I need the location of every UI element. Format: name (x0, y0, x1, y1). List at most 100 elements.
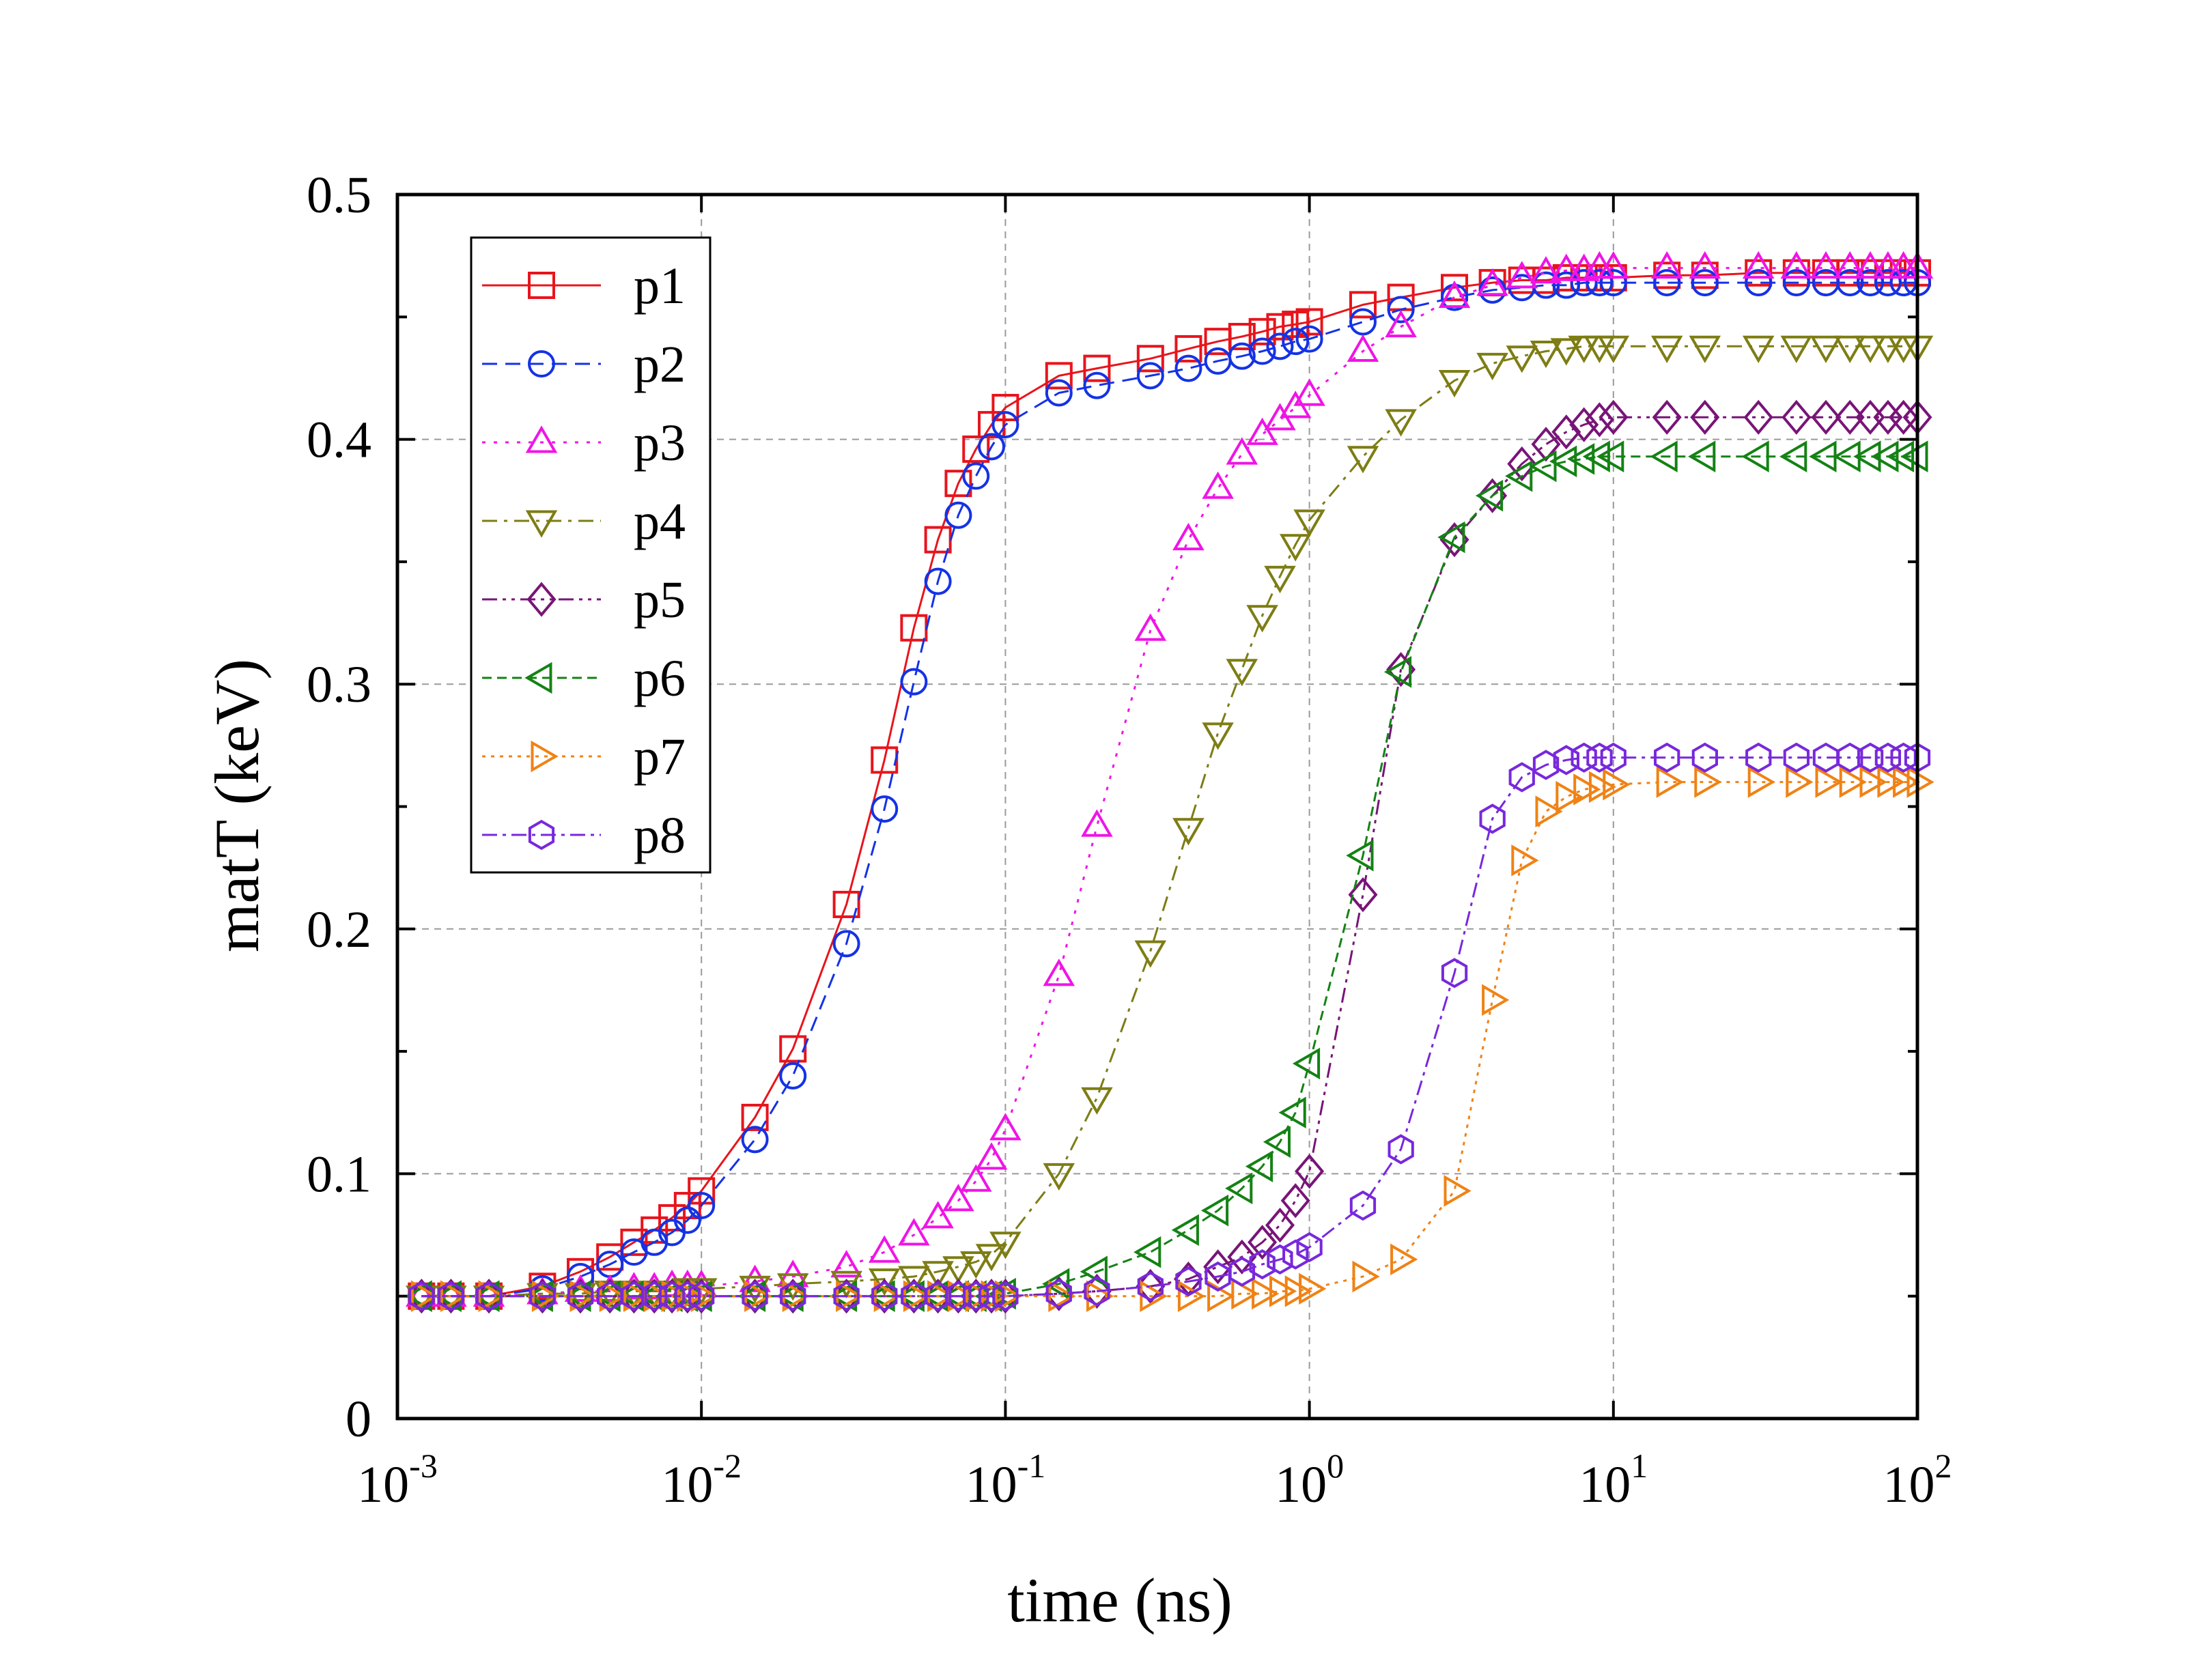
x-tick-label: 10-1 (966, 1447, 1046, 1513)
data-point-p8 (978, 1281, 1005, 1311)
data-point-p1 (1174, 334, 1202, 362)
data-point-p4 (1833, 335, 1866, 363)
legend-marker-p5 (526, 582, 557, 617)
data-point-p2 (673, 1206, 701, 1234)
data-point-p4 (1043, 1163, 1075, 1191)
data-point-p1 (978, 411, 1006, 439)
data-point-p8 (1745, 742, 1772, 773)
data-point-p7 (1877, 766, 1905, 798)
data-point-p7 (1048, 1280, 1076, 1312)
data-point-p1 (673, 1192, 701, 1220)
data-point-p1 (1282, 311, 1310, 339)
data-point-p4 (1476, 352, 1508, 381)
data-point-p4 (942, 1256, 974, 1284)
data-point-p8 (742, 1281, 768, 1311)
data-point-p1 (1083, 354, 1111, 382)
data-point-p7 (1603, 768, 1631, 801)
legend-box (470, 236, 712, 874)
legend-label-p6: p6 (634, 650, 686, 707)
data-point-p8 (992, 1281, 1019, 1311)
data-point-p5 (1248, 1225, 1278, 1260)
legend-label-p8: p8 (634, 807, 686, 864)
data-point-p1 (779, 1035, 807, 1063)
y-tick-label: 0 (346, 1391, 371, 1448)
data-point-p5 (1507, 446, 1537, 482)
data-point-p2 (1045, 379, 1073, 407)
data-point-p2 (1228, 342, 1256, 370)
data-point-p2 (779, 1062, 807, 1090)
data-point-p2 (1083, 371, 1111, 399)
data-point-p3 (1833, 251, 1866, 279)
data-point-p8 (475, 1281, 503, 1311)
legend-label-p5: p5 (634, 571, 686, 629)
data-point-p4 (1438, 370, 1471, 398)
data-point-p7 (1352, 1260, 1380, 1293)
data-point-p6 (1505, 460, 1533, 492)
data-point-p6 (1475, 479, 1504, 512)
data-point-p6 (1688, 440, 1716, 472)
data-point-p2 (1295, 325, 1323, 353)
data-point-p8 (1600, 742, 1627, 773)
data-point-p5 (1782, 399, 1812, 435)
data-point-p7 (1535, 795, 1563, 827)
data-point-p3 (1742, 251, 1775, 279)
data-point-p7 (1906, 766, 1934, 798)
legend-marker-p8 (528, 819, 555, 851)
legend-marker-p2 (528, 350, 555, 378)
data-point-p6 (472, 1280, 500, 1312)
data-point-p3 (1506, 261, 1538, 289)
data-point-p3 (1202, 471, 1234, 499)
data-point-p8 (1441, 958, 1468, 988)
data-point-p2 (962, 462, 990, 490)
data-point-p8 (945, 1281, 972, 1311)
data-point-p3 (1854, 251, 1887, 279)
data-point-p1 (1295, 308, 1323, 336)
data-point-p5 (1584, 402, 1614, 438)
data-point-p6 (776, 1280, 804, 1312)
data-point-p6 (1650, 440, 1678, 472)
y-axis-title: matT (keV) (202, 659, 272, 952)
data-point-p2 (871, 795, 899, 823)
data-point-p2 (1349, 308, 1377, 336)
data-point-p3 (1872, 251, 1904, 279)
data-point-p3 (1597, 251, 1630, 279)
data-point-p7 (1815, 766, 1843, 798)
data-point-p4 (1385, 409, 1417, 437)
data-point-p7 (1444, 1175, 1472, 1207)
data-point-p6 (1567, 443, 1595, 475)
data-point-p7 (623, 1280, 651, 1312)
legend: p1 p2 p3 p4 p5 p6 p7 p8 (470, 236, 712, 874)
data-point-p4 (1172, 818, 1205, 846)
data-point-p3 (1081, 809, 1113, 837)
data-point-p2 (991, 411, 1019, 439)
data-point-p2 (944, 501, 972, 529)
data-point-p3 (1550, 253, 1583, 281)
data-point-p3 (1810, 251, 1842, 279)
data-point-p4 (975, 1244, 1008, 1272)
data-point-p6 (1346, 839, 1374, 872)
data-point-p8 (963, 1281, 989, 1311)
data-point-p1 (832, 890, 860, 918)
data-point-p6 (1437, 521, 1465, 554)
data-point-p6 (1779, 440, 1807, 472)
data-point-p8 (1175, 1266, 1202, 1297)
data-point-p7 (1786, 766, 1814, 798)
data-point-p3 (1347, 334, 1379, 362)
data-point-p4 (960, 1251, 992, 1279)
data-point-p4 (1347, 446, 1379, 474)
data-point-p6 (1245, 1150, 1273, 1182)
series-p8 (408, 742, 1931, 1311)
data-point-p4 (1202, 722, 1234, 750)
data-point-p7 (1299, 1272, 1327, 1305)
data-point-p8 (871, 1281, 898, 1311)
data-point-p1 (1349, 291, 1377, 319)
data-point-p7 (1140, 1280, 1168, 1312)
data-point-p5 (1280, 1183, 1310, 1219)
data-point-p5 (1265, 1208, 1295, 1243)
data-point-p7 (1231, 1277, 1259, 1310)
data-point-p1 (1136, 345, 1164, 373)
data-point-p4 (1872, 335, 1904, 363)
data-point-p8 (1267, 1244, 1293, 1275)
data-point-p6 (1263, 1126, 1291, 1158)
data-point-p7 (478, 1280, 506, 1312)
